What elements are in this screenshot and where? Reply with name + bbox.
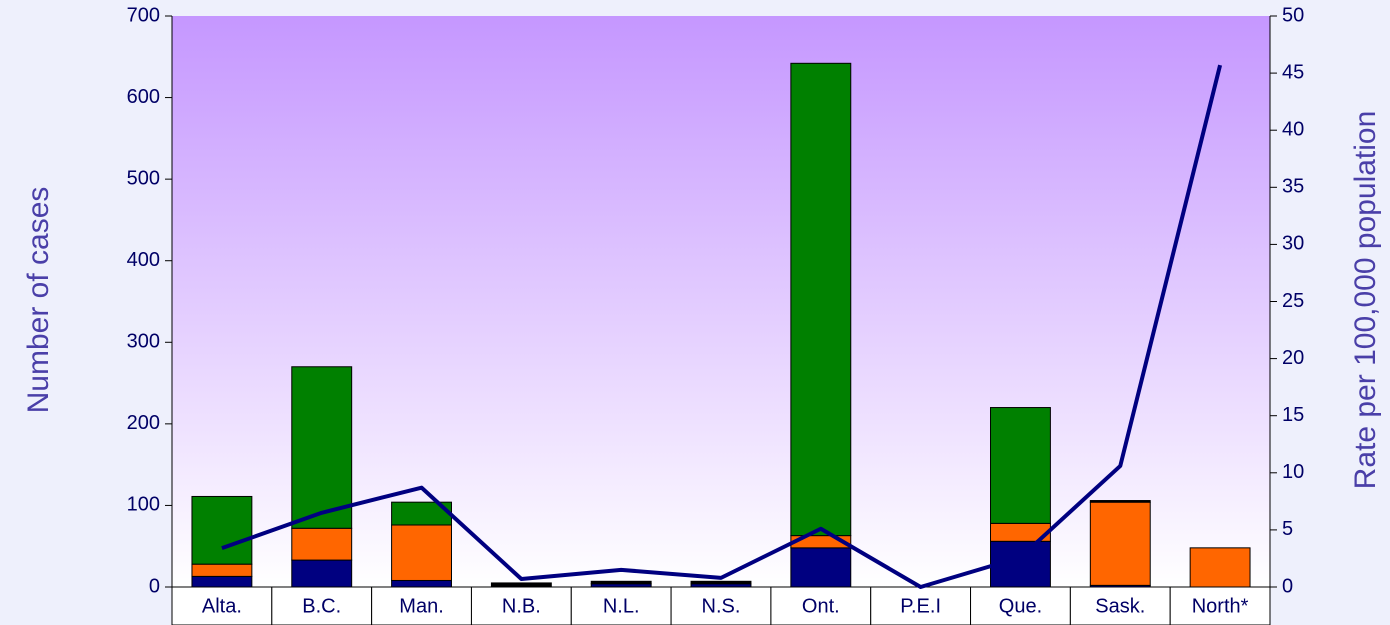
y-tick-label: 400 bbox=[127, 249, 160, 271]
y2-tick-label: 15 bbox=[1282, 404, 1304, 426]
y2-axis-title: Rate per 100,000 population bbox=[1349, 111, 1382, 490]
category-cell bbox=[870, 586, 972, 625]
bar-segment bbox=[1089, 501, 1151, 586]
y-tick-label: 200 bbox=[127, 412, 160, 434]
y2-tick-label: 40 bbox=[1282, 118, 1304, 140]
bar-segment bbox=[191, 495, 253, 565]
y2-tick-label: 10 bbox=[1282, 461, 1304, 483]
bar-segment bbox=[1089, 500, 1151, 503]
y-tick-label: 300 bbox=[127, 331, 160, 353]
y-tick-label: 0 bbox=[149, 575, 160, 597]
category-cell bbox=[470, 586, 572, 625]
x-tick-label: Man. bbox=[399, 595, 443, 617]
x-tick-label: Sask. bbox=[1095, 595, 1145, 617]
x-tick-label: Que. bbox=[999, 595, 1042, 617]
y2-tick-label: 50 bbox=[1282, 4, 1304, 26]
y2-tick-label: 20 bbox=[1282, 347, 1304, 369]
y-tick-label: 500 bbox=[127, 167, 160, 189]
bar-segment bbox=[391, 579, 452, 588]
y2-tick-label: 0 bbox=[1282, 575, 1293, 597]
y-axis-title: Number of cases bbox=[22, 187, 55, 414]
y2-tick-label: 5 bbox=[1282, 518, 1293, 540]
bar-segment bbox=[391, 524, 452, 581]
bar-segment bbox=[790, 62, 852, 537]
y-tick-label: 600 bbox=[127, 86, 160, 108]
x-tick-label: North* bbox=[1192, 595, 1249, 617]
category-cell bbox=[1069, 586, 1171, 625]
rate-line bbox=[221, 64, 1223, 589]
plot-area bbox=[172, 16, 1270, 587]
y2-tick-label: 30 bbox=[1282, 233, 1304, 255]
bar-segment bbox=[1189, 547, 1251, 588]
y2-tick-label: 45 bbox=[1282, 61, 1304, 83]
bar-segment bbox=[191, 575, 253, 588]
y-tick-label: 100 bbox=[127, 494, 160, 516]
category-cell bbox=[1169, 586, 1271, 625]
x-tick-label: P.E.I bbox=[900, 595, 941, 617]
bar-segment bbox=[490, 582, 552, 588]
bar-segment bbox=[790, 547, 852, 588]
bar-segment bbox=[291, 366, 353, 529]
bar-segment bbox=[291, 527, 353, 561]
bar-segment bbox=[291, 559, 353, 588]
x-tick-label: Ont. bbox=[802, 595, 840, 617]
y-tick-label: 700 bbox=[127, 4, 160, 26]
y2-tick-label: 25 bbox=[1282, 290, 1304, 312]
x-tick-label: B.C. bbox=[302, 595, 341, 617]
x-tick-label: N.S. bbox=[702, 595, 741, 617]
x-tick-label: Alta. bbox=[202, 595, 242, 617]
x-tick-label: N.L. bbox=[603, 595, 640, 617]
bar-segment bbox=[990, 407, 1051, 524]
bar-segment bbox=[590, 580, 652, 585]
category-cell bbox=[770, 586, 872, 625]
bar-segment bbox=[191, 563, 253, 577]
bar-segment bbox=[690, 580, 752, 585]
x-tick-label: N.B. bbox=[502, 595, 541, 617]
category-cell bbox=[970, 586, 1071, 625]
y2-tick-label: 35 bbox=[1282, 176, 1304, 198]
